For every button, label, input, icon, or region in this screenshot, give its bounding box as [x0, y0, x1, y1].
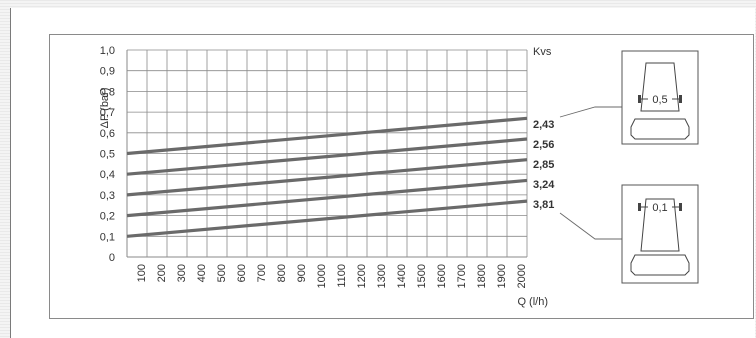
x-axis-label: Q (l/h) — [517, 296, 548, 308]
x-tick-label: 600 — [236, 264, 248, 282]
valve-base — [630, 118, 690, 140]
y-tick-label: 0,9 — [100, 66, 115, 78]
dimension-tick — [679, 203, 682, 211]
dimension-tick — [638, 95, 641, 103]
dimension-label-bg — [648, 201, 672, 213]
y-tick-label: 0 — [109, 252, 115, 264]
valve-body — [640, 198, 680, 252]
x-tick-label: 200 — [156, 264, 168, 282]
x-tick-label: 1800 — [476, 264, 488, 288]
x-tick-labels: 100 200 300 400 500 600 700 800 900 1000 1100 1200 1… — [136, 264, 528, 288]
y-tick-label: 1,0 — [100, 45, 115, 57]
y-tick-label: 0,2 — [100, 211, 115, 223]
y-axis-label: ΔP (bar) — [99, 88, 111, 129]
x-tick-label: 800 — [276, 264, 288, 282]
dimension-tick — [679, 95, 682, 103]
y-tick-labels: 0 0,1 0,2 0,3 0,4 0,5 0,6 0,7 0,8 0,9 1,0 — [100, 45, 115, 264]
x-tick-label: 1900 — [496, 264, 508, 288]
x-tick-label: 1400 — [396, 264, 408, 288]
x-tick-label: 1100 — [336, 264, 348, 288]
valve-insets: 0,5 0,1 — [559, 50, 699, 284]
x-tick-label: 700 — [256, 264, 268, 282]
x-tick-label: 1000 — [316, 264, 328, 288]
x-tick-label: 1600 — [436, 264, 448, 288]
kvs-label: 2,85 — [533, 159, 554, 171]
x-tick-label: 2000 — [516, 264, 528, 288]
chart-svg: 0 0,1 0,2 0,3 0,4 0,5 0,6 0,7 0,8 0,9 1,0 100 200 30… — [99, 45, 699, 308]
series-line — [126, 137, 528, 176]
y-tick-label: 0,8 — [100, 86, 115, 98]
series-line — [126, 158, 528, 197]
kvs-label: 3,24 — [533, 179, 555, 191]
leader-line — [559, 106, 622, 118]
x-tick-label: 1200 — [356, 264, 368, 288]
kvs-label: 2,56 — [533, 139, 554, 151]
legend-title: Kvs — [533, 46, 552, 58]
x-tick-label: 400 — [196, 264, 208, 282]
y-tick-label: 0,6 — [100, 128, 115, 140]
series-lines — [126, 116, 528, 238]
inset-box — [621, 184, 699, 284]
leader-line — [559, 212, 622, 240]
series-line — [126, 116, 528, 156]
dimension-tick — [638, 203, 641, 211]
series-line — [126, 178, 528, 218]
dimension-label-bg — [648, 93, 672, 105]
figure-area: 0 0,1 0,2 0,3 0,4 0,5 0,6 0,7 0,8 0,9 1,0 100 200 30… — [10, 8, 755, 338]
y-tick-label: 0,1 — [100, 231, 115, 243]
y-tick-label: 0,5 — [100, 149, 115, 161]
valve-inset: 0,5 — [621, 50, 699, 145]
x-tick-label: 300 — [176, 264, 188, 282]
x-tick-label: 1700 — [456, 264, 468, 288]
y-tick-label: 0,7 — [100, 107, 115, 119]
x-tick-label: 500 — [216, 264, 228, 282]
dimension-label: 0,5 — [652, 94, 667, 106]
x-tick-label: 100 — [136, 264, 148, 282]
kvs-label: 3,81 — [533, 199, 554, 211]
dimension-label: 0,1 — [652, 202, 667, 214]
kvs-labels: 2,43 2,56 2,85 3,24 3,81 — [533, 119, 555, 211]
kvs-label: 2,43 — [533, 119, 554, 131]
valve-body — [640, 62, 680, 112]
series-line — [126, 199, 528, 238]
valve-base — [630, 254, 690, 276]
x-tick-label: 1500 — [416, 264, 428, 288]
x-tick-label: 1300 — [376, 264, 388, 288]
y-tick-label: 0,3 — [100, 190, 115, 202]
y-tick-label: 0,4 — [100, 169, 115, 181]
chart-frame: 0 0,1 0,2 0,3 0,4 0,5 0,6 0,7 0,8 0,9 1,0 100 200 30… — [49, 34, 754, 319]
valve-inset: 0,1 — [621, 184, 699, 284]
grid — [126, 49, 528, 258]
x-tick-label: 900 — [296, 264, 308, 282]
